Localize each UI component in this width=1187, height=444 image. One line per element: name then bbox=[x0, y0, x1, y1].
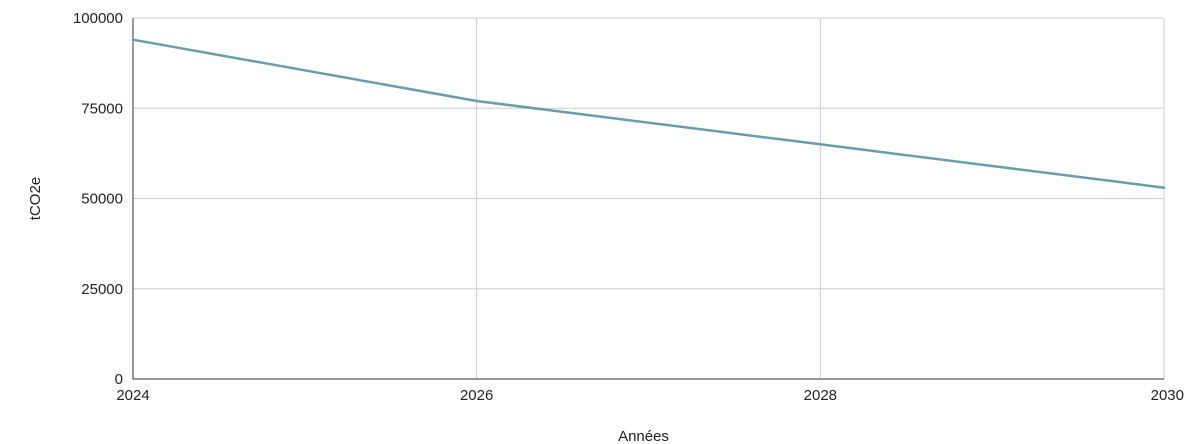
y-tick-label: 50000 bbox=[81, 191, 123, 208]
axes bbox=[132, 18, 1164, 380]
y-tick-label: 25000 bbox=[81, 281, 123, 298]
y-tick-label: 75000 bbox=[81, 100, 123, 117]
x-axis-label: Années bbox=[618, 428, 669, 444]
y-axis-label: tCO2e bbox=[27, 177, 44, 220]
x-tick-label: 2024 bbox=[116, 387, 149, 404]
grid bbox=[133, 17, 1165, 379]
x-tick-label: 2026 bbox=[460, 387, 493, 404]
tick-labels: 0 25000 50000 75000 100000 2024 2026 2028 2030 bbox=[73, 10, 1184, 404]
series-layer bbox=[131, 38, 1166, 189]
x-tick-label: 2028 bbox=[804, 387, 837, 404]
y-tick-label: 100000 bbox=[73, 10, 123, 27]
x-tick-label: 2030 bbox=[1151, 387, 1184, 404]
y-tick-label: 0 bbox=[115, 371, 123, 388]
series-line-0 bbox=[131, 38, 1166, 189]
